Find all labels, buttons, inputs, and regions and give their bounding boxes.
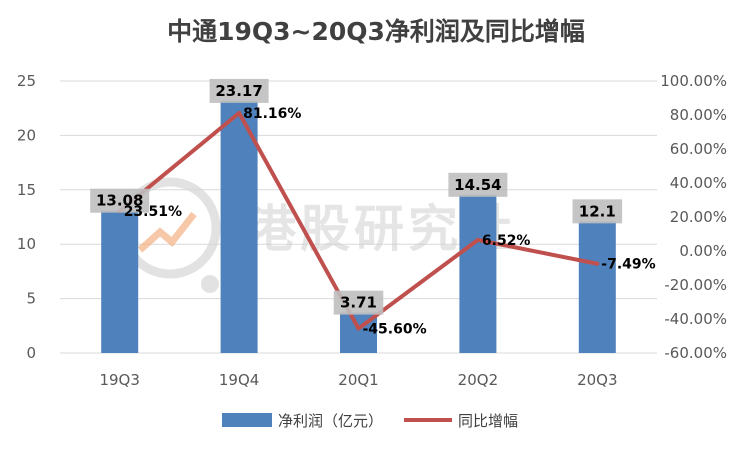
y-right-tick-label: 20.00%	[670, 208, 727, 226]
legend-line-label: 同比增幅	[458, 412, 518, 430]
growth-value-label: 81.16%	[243, 106, 301, 122]
bar-value-label: 3.71	[340, 294, 377, 312]
y-left-tick-label: 20	[17, 126, 36, 144]
bar	[578, 221, 616, 353]
legend-bar-label: 净利润（亿元）	[278, 412, 383, 430]
bar	[459, 194, 497, 353]
bar-value-label-box	[209, 78, 269, 103]
bar-value-label-box	[90, 188, 150, 213]
bar-value-label: 14.54	[454, 176, 501, 194]
watermark-logo-arrow	[137, 211, 197, 253]
data-labels: 13.08 23.17 3.71 14.54 12.1 23.51% 81.16% -45.6…	[90, 78, 656, 338]
bar-value-label-box	[448, 172, 508, 197]
y-right-tick-label: -40.00%	[664, 310, 727, 328]
y-right-tick-label: 0.00%	[679, 242, 727, 260]
y-right-tick-label: -20.00%	[664, 276, 727, 294]
x-tick-label: 20Q1	[338, 371, 378, 389]
bar-value-label: 13.08	[96, 192, 143, 210]
bar	[220, 100, 258, 353]
axes: 0 5 10 15 20 25 -60.00% -40.00% -20.00% 0.00% 20.0…	[17, 72, 727, 389]
growth-value-label: 6.52%	[482, 233, 531, 249]
bar-value-label: 12.1	[579, 202, 616, 220]
growth-value-label: -7.49%	[601, 257, 655, 273]
bar-value-label-box	[572, 199, 623, 224]
gridlines	[60, 80, 657, 354]
growth-value-label: -45.60%	[363, 322, 427, 338]
bar-value-label: 23.17	[215, 82, 262, 100]
legend: 净利润（亿元） 同比增幅	[222, 412, 518, 430]
y-left-tick-label: 15	[17, 181, 36, 199]
y-left-tick-label: 0	[26, 344, 36, 362]
x-tick-label: 19Q3	[99, 371, 139, 389]
y-right-tick-label: 60.00%	[670, 140, 727, 158]
x-tick-label: 20Q2	[458, 371, 498, 389]
y-left-tick-label: 10	[17, 235, 36, 253]
y-right-tick-label: -60.00%	[664, 344, 727, 362]
watermark: 港股研究社	[119, 177, 512, 293]
y-right-tick-label: 100.00%	[660, 72, 727, 90]
x-tick-label: 19Q4	[219, 371, 259, 389]
line-point	[237, 111, 242, 116]
bar-value-label-box	[333, 290, 384, 315]
y-left-tick-label: 5	[26, 290, 36, 308]
line-point	[475, 237, 480, 242]
line-point	[595, 261, 600, 266]
line-point	[356, 326, 361, 331]
bar	[101, 210, 139, 353]
chart-title: 中通19Q3~20Q3净利润及同比增幅	[167, 17, 585, 46]
x-tick-label: 20Q3	[577, 371, 617, 389]
watermark-logo-dot	[201, 275, 219, 293]
y-left-tick-label: 25	[17, 72, 36, 90]
y-right-tick-label: 40.00%	[670, 174, 727, 192]
bar-series	[101, 100, 616, 353]
y-right-tick-label: 80.00%	[670, 106, 727, 124]
growth-value-label: 23.51%	[124, 204, 182, 220]
legend-bar-swatch	[222, 413, 272, 427]
